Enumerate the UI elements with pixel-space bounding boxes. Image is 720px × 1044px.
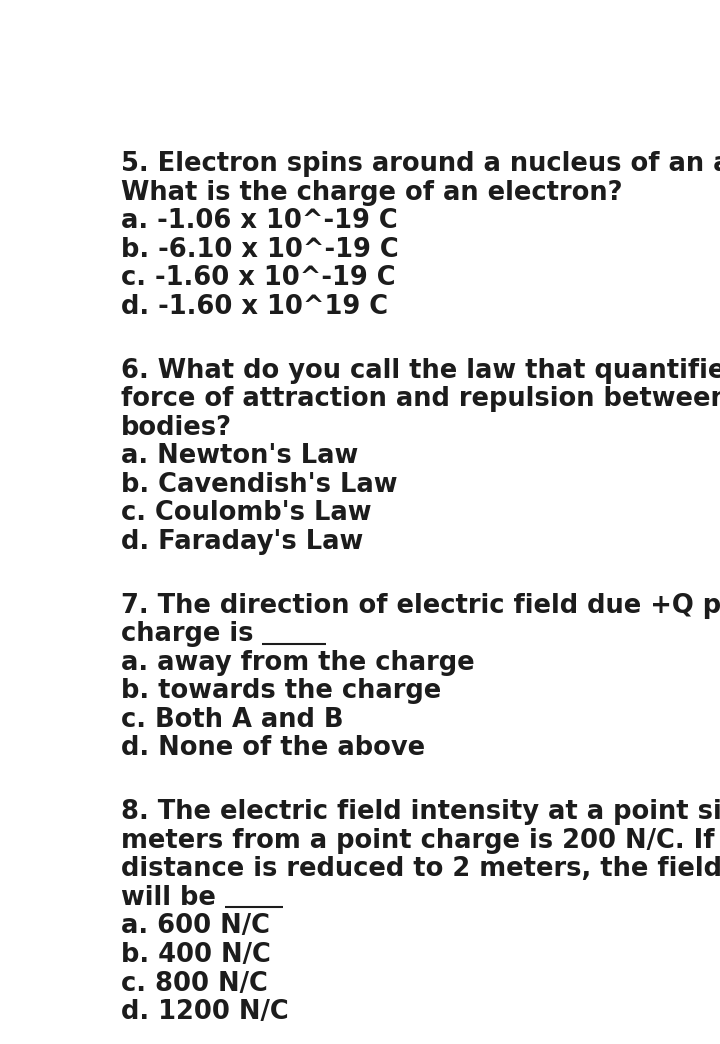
Text: a. -1.06 x 10^-19 C: a. -1.06 x 10^-19 C — [121, 208, 397, 234]
Text: 6. What do you call the law that quantifies the: 6. What do you call the law that quantif… — [121, 358, 720, 383]
Text: 5. Electron spins around a nucleus of an atom.: 5. Electron spins around a nucleus of an… — [121, 151, 720, 177]
Text: d. 1200 N/C: d. 1200 N/C — [121, 999, 289, 1025]
Text: c. Both A and B: c. Both A and B — [121, 707, 343, 733]
Text: d. None of the above: d. None of the above — [121, 735, 425, 761]
Text: b. -6.10 x 10^-19 C: b. -6.10 x 10^-19 C — [121, 237, 398, 263]
Text: a. 600 N/C: a. 600 N/C — [121, 914, 270, 940]
Text: distance is reduced to 2 meters, the field intensity: distance is reduced to 2 meters, the fie… — [121, 856, 720, 882]
Text: c. 800 N/C: c. 800 N/C — [121, 971, 268, 997]
Text: will be: will be — [121, 885, 225, 911]
Text: c. Coulomb's Law: c. Coulomb's Law — [121, 500, 372, 526]
Text: a. Newton's Law: a. Newton's Law — [121, 444, 358, 469]
Text: a. away from the charge: a. away from the charge — [121, 649, 474, 675]
Text: What is the charge of an electron?: What is the charge of an electron? — [121, 180, 622, 206]
Text: meters from a point charge is 200 N/C. If the: meters from a point charge is 200 N/C. I… — [121, 828, 720, 854]
Text: c. -1.60 x 10^-19 C: c. -1.60 x 10^-19 C — [121, 265, 395, 291]
Text: charge is: charge is — [121, 621, 262, 647]
Text: force of attraction and repulsion between charged: force of attraction and repulsion betwee… — [121, 386, 720, 412]
Text: b. towards the charge: b. towards the charge — [121, 679, 441, 705]
Text: bodies?: bodies? — [121, 414, 232, 441]
Text: b. Cavendish's Law: b. Cavendish's Law — [121, 472, 397, 498]
Text: d. Faraday's Law: d. Faraday's Law — [121, 529, 363, 554]
Text: 7. The direction of electric field due +Q positive: 7. The direction of electric field due +… — [121, 593, 720, 619]
Text: 8. The electric field intensity at a point situated 4: 8. The electric field intensity at a poi… — [121, 800, 720, 826]
Text: d. -1.60 x 10^19 C: d. -1.60 x 10^19 C — [121, 293, 388, 319]
Text: b. 400 N/C: b. 400 N/C — [121, 942, 271, 968]
